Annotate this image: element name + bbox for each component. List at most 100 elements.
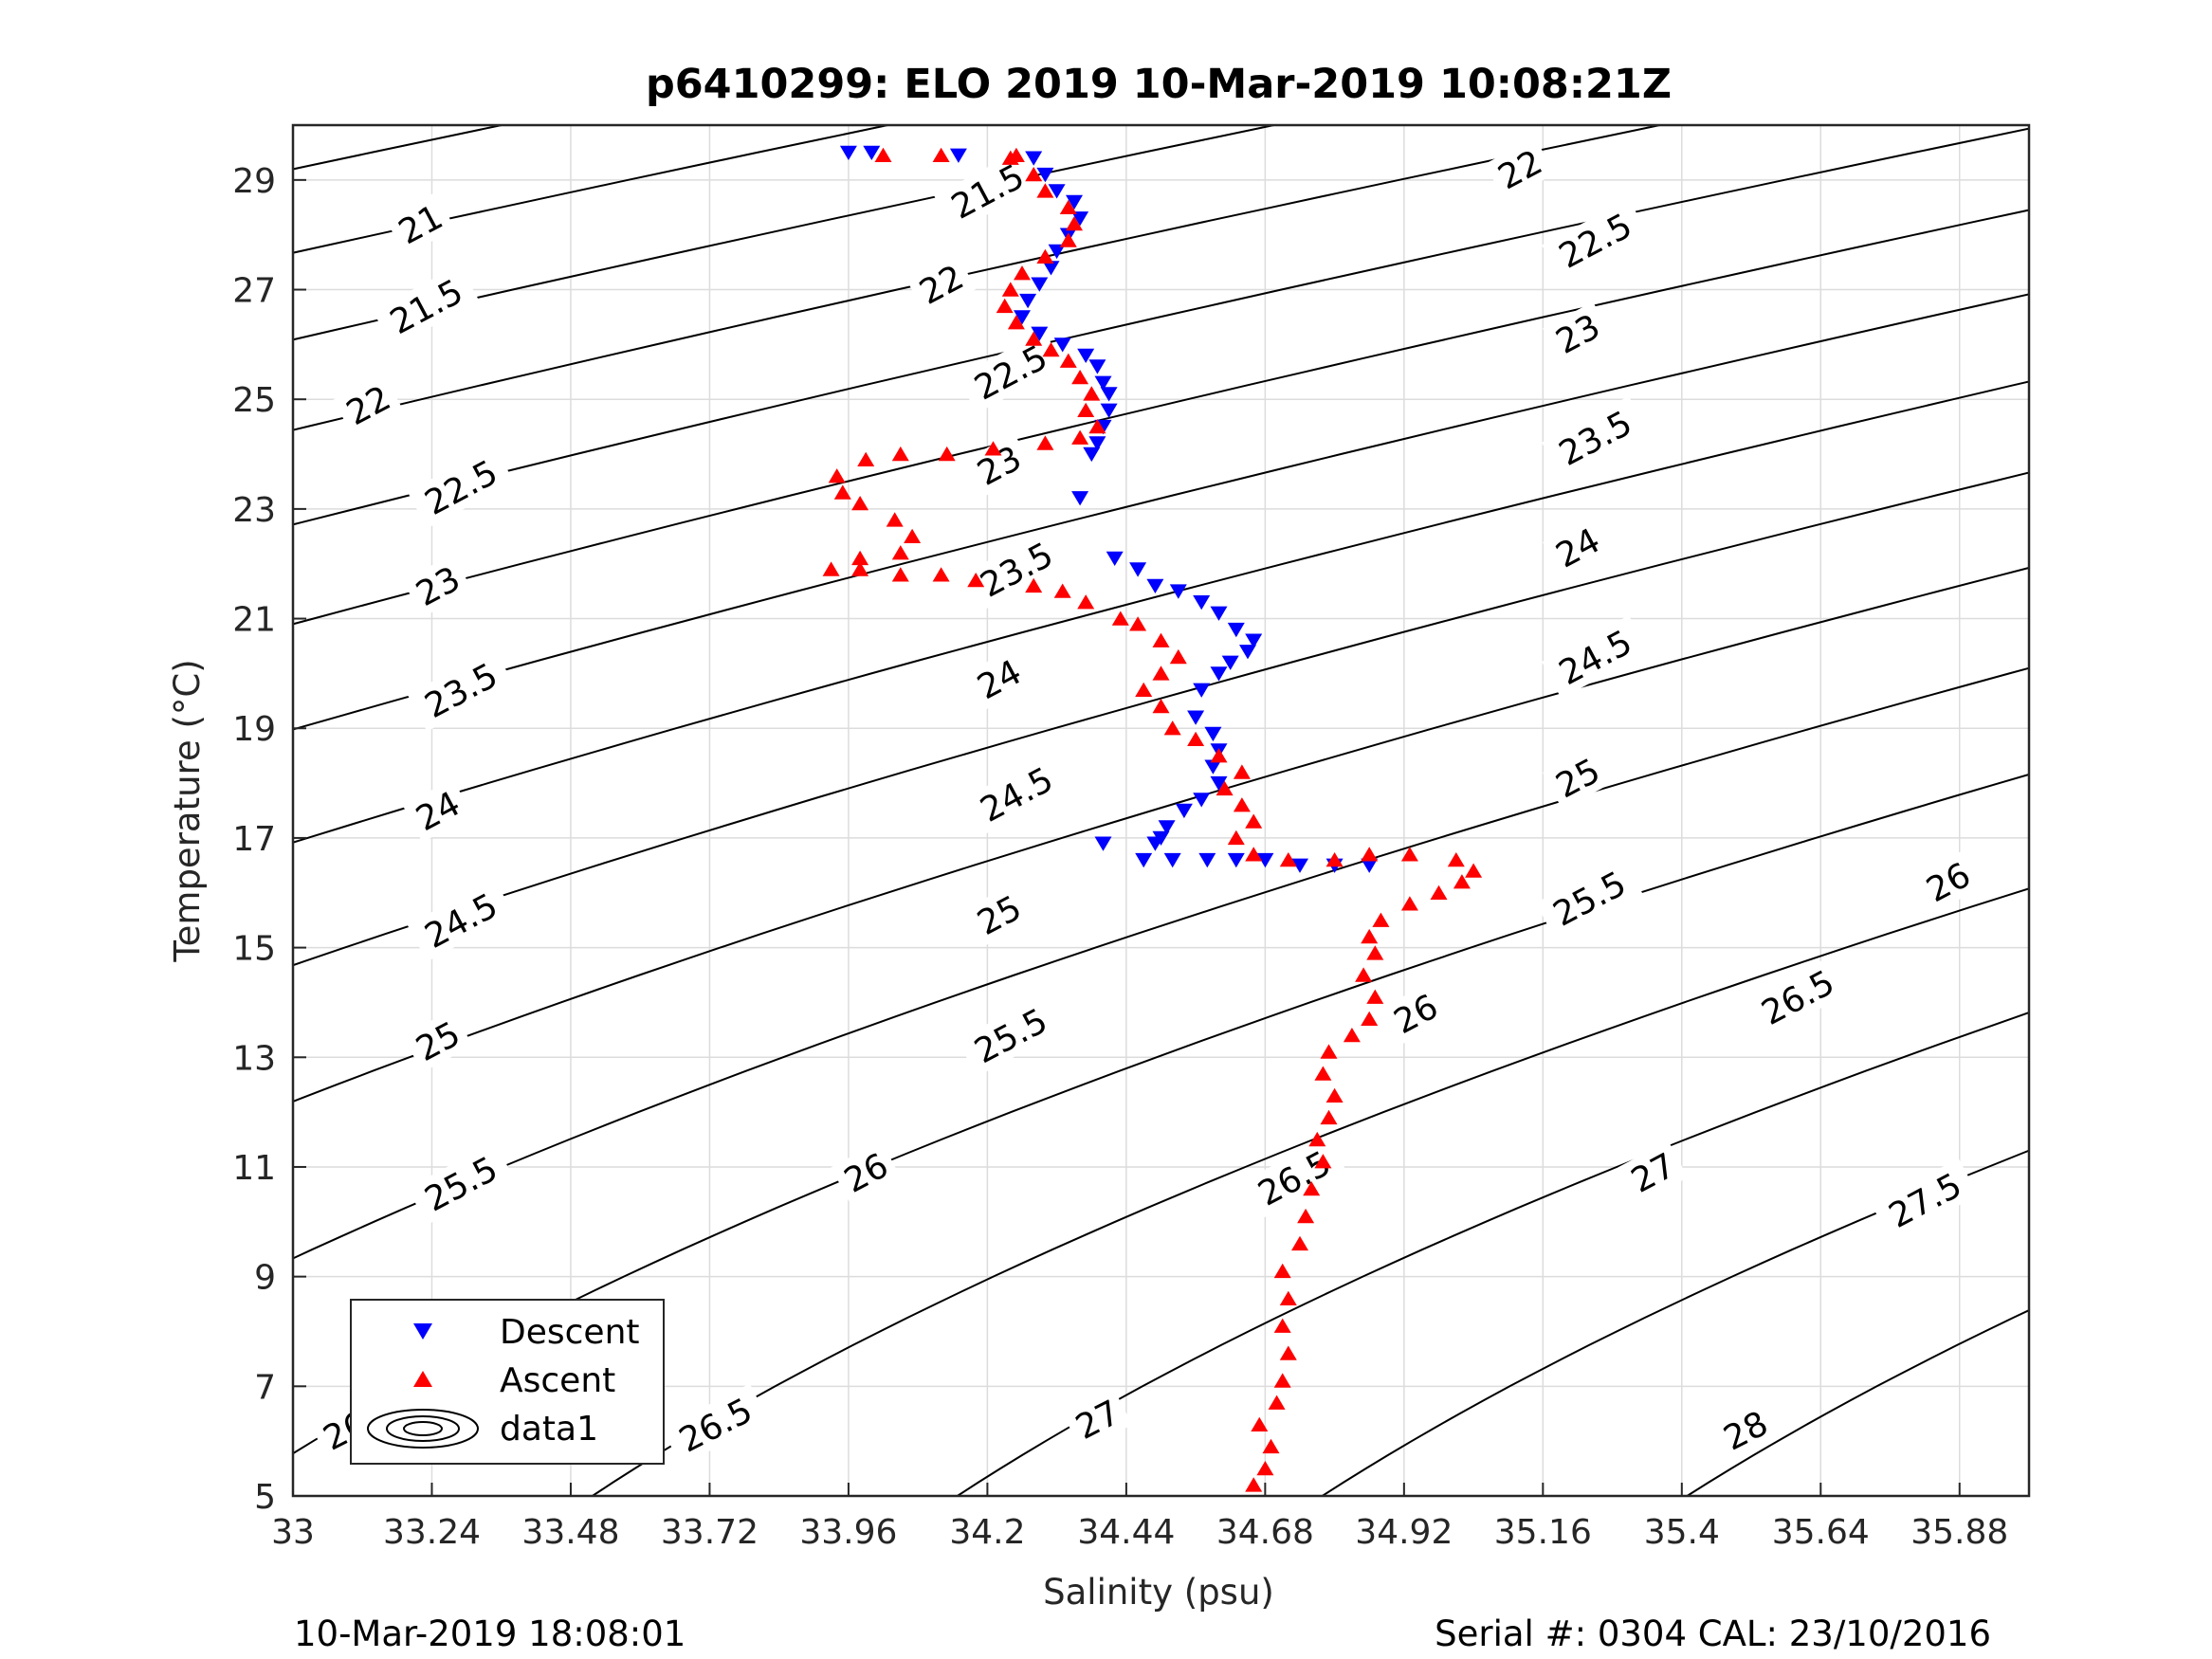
descent-point bbox=[1014, 310, 1031, 325]
descent-point bbox=[1083, 447, 1101, 463]
contour-label-bg bbox=[962, 527, 1070, 611]
ascent-point bbox=[1036, 248, 1054, 264]
ascent-point bbox=[1245, 847, 1263, 862]
ascent-point bbox=[1245, 813, 1263, 829]
x-tick-label: 35.64 bbox=[1772, 1513, 1870, 1552]
ascent-point bbox=[1036, 183, 1054, 198]
ascent-point bbox=[1273, 1263, 1291, 1279]
legend-box bbox=[350, 1299, 665, 1465]
ascent-point bbox=[1014, 265, 1031, 281]
ascent-point bbox=[984, 441, 1002, 456]
data-points bbox=[822, 145, 1483, 1492]
contour-label-bg bbox=[1535, 856, 1643, 940]
ascent-point bbox=[833, 484, 851, 500]
ascent-point bbox=[1453, 874, 1471, 889]
ascent-point bbox=[1366, 989, 1384, 1004]
ascent-point bbox=[1233, 764, 1251, 779]
density-isoline bbox=[1685, 1309, 2029, 1496]
descent-point bbox=[1071, 211, 1089, 227]
legend: Descent Ascent data1 bbox=[350, 1299, 665, 1465]
contour-label-bg bbox=[407, 878, 515, 962]
y-tick-label: 15 bbox=[232, 930, 276, 969]
ascent-point bbox=[967, 573, 985, 588]
descent-point bbox=[1048, 184, 1066, 199]
descent-point bbox=[1088, 436, 1106, 451]
x-tick-label: 34.68 bbox=[1216, 1513, 1314, 1552]
ascent-point bbox=[1210, 748, 1228, 763]
descent-point bbox=[1227, 852, 1245, 868]
footer-timestamp: 10-Mar-2019 18:08:01 bbox=[294, 1613, 686, 1654]
ascent-point bbox=[904, 528, 922, 543]
ascent-point bbox=[1083, 386, 1101, 401]
ascent-point bbox=[1465, 863, 1483, 878]
ascent-point bbox=[1007, 147, 1025, 162]
ascent-point bbox=[1273, 1373, 1291, 1388]
ascent-point bbox=[874, 147, 892, 162]
descent-point bbox=[1239, 645, 1256, 660]
x-tick-label: 34.92 bbox=[1355, 1513, 1453, 1552]
x-tick-label: 33.24 bbox=[383, 1513, 481, 1552]
y-tick-label: 11 bbox=[232, 1149, 276, 1188]
ascent-point bbox=[857, 451, 875, 466]
contour-label-bg bbox=[1543, 745, 1613, 810]
ascent-point bbox=[1187, 731, 1205, 746]
density-isoline bbox=[1320, 1149, 2029, 1496]
x-axis-label: Salinity (psu) bbox=[1043, 1572, 1274, 1613]
contour-label-bg bbox=[1485, 137, 1555, 201]
legend-data1-label: data1 bbox=[500, 1410, 598, 1449]
contour-label-bg bbox=[1542, 615, 1649, 699]
descent-point bbox=[1158, 820, 1176, 835]
contour-label-bg bbox=[662, 1383, 769, 1467]
ascent-point bbox=[1361, 847, 1379, 862]
y-axis-label: Temperature (°C) bbox=[167, 659, 208, 962]
ascent-point bbox=[1279, 852, 1297, 867]
descent-point bbox=[1019, 293, 1037, 309]
contour-label-bg bbox=[963, 647, 1034, 711]
ascent-point bbox=[1152, 632, 1170, 647]
ascent-point bbox=[938, 446, 956, 462]
contour-label-bg bbox=[957, 330, 1065, 414]
ascent-point bbox=[886, 512, 904, 527]
ascent-point bbox=[1088, 419, 1106, 434]
density-isoline bbox=[591, 887, 2029, 1496]
ascent-point bbox=[1279, 1345, 1297, 1360]
descent-point bbox=[1169, 584, 1187, 599]
contour-label-bg bbox=[402, 1009, 473, 1073]
descent-point bbox=[1245, 633, 1263, 648]
density-isoline bbox=[293, 380, 2029, 844]
ascent-point bbox=[1291, 1235, 1308, 1251]
descent-point bbox=[1146, 578, 1164, 593]
ascent-point bbox=[1325, 1087, 1344, 1103]
descent-point bbox=[839, 145, 857, 160]
ascent-point bbox=[1077, 402, 1095, 417]
x-tick-label: 35.88 bbox=[1910, 1513, 2008, 1552]
descent-point bbox=[1210, 775, 1228, 792]
ascent-point bbox=[1071, 370, 1089, 385]
descent-point bbox=[1025, 151, 1043, 166]
ascent-point bbox=[1245, 1477, 1263, 1492]
contour-label: 25 bbox=[963, 883, 1034, 947]
ascent-point bbox=[1273, 1318, 1291, 1333]
ascent-point bbox=[1343, 1028, 1361, 1043]
ascent-point bbox=[851, 496, 869, 511]
ascent-point bbox=[1297, 1208, 1315, 1224]
ascent-point bbox=[1314, 1154, 1332, 1169]
contour-label-bg bbox=[1062, 1387, 1133, 1451]
density-isoline bbox=[293, 209, 2029, 626]
contour-label-bg bbox=[1912, 849, 1983, 914]
ascent-point bbox=[891, 567, 909, 582]
ascent-point bbox=[1163, 720, 1181, 736]
ascent-point bbox=[1007, 315, 1025, 330]
y-tick-label: 5 bbox=[254, 1478, 276, 1517]
legend-ascent-label: Ascent bbox=[500, 1361, 615, 1400]
ascent-point bbox=[1059, 353, 1077, 368]
contour-label-bg bbox=[957, 994, 1065, 1077]
ascent-point bbox=[1268, 1395, 1286, 1410]
descent-point bbox=[1036, 167, 1054, 183]
contour-label-bg bbox=[1710, 1398, 1781, 1462]
ascent-point bbox=[822, 561, 840, 576]
descent-point bbox=[1204, 759, 1222, 775]
descent-point bbox=[1256, 852, 1274, 868]
ascent-point bbox=[1053, 583, 1071, 598]
